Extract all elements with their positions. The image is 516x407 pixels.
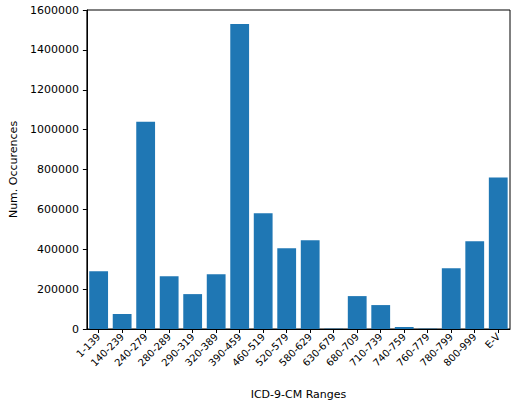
svg-text:460-519: 460-519 xyxy=(229,331,268,369)
svg-text:290-319: 290-319 xyxy=(159,331,197,369)
svg-text:800000: 800000 xyxy=(37,163,79,176)
svg-text:1600000: 1600000 xyxy=(30,4,79,17)
svg-text:1200000: 1200000 xyxy=(30,83,79,96)
svg-text:1000000: 1000000 xyxy=(30,123,79,136)
svg-text:760-779: 760-779 xyxy=(394,331,432,369)
svg-text:1400000: 1400000 xyxy=(30,43,79,56)
svg-text:320-389: 320-389 xyxy=(182,331,221,369)
svg-text:710-739: 710-739 xyxy=(347,331,385,369)
svg-text:140-239: 140-239 xyxy=(88,331,126,369)
svg-text:780-799: 780-799 xyxy=(417,331,456,369)
svg-text:0: 0 xyxy=(72,323,79,336)
svg-text:Num. Occurences: Num. Occurences xyxy=(7,121,20,218)
svg-text:630-679: 630-679 xyxy=(300,331,338,369)
svg-text:400000: 400000 xyxy=(37,243,79,256)
svg-text:1-139: 1-139 xyxy=(74,331,103,360)
svg-text:580-629: 580-629 xyxy=(276,331,315,369)
svg-text:240-279: 240-279 xyxy=(112,331,150,369)
svg-text:200000: 200000 xyxy=(37,283,79,296)
svg-text:ICD-9-CM Ranges: ICD-9-CM Ranges xyxy=(251,388,347,401)
svg-text:280-289: 280-289 xyxy=(135,331,174,369)
svg-text:740-759: 740-759 xyxy=(370,331,409,369)
svg-text:390-459: 390-459 xyxy=(206,331,244,369)
svg-text:800-999: 800-999 xyxy=(441,331,478,368)
svg-text:680-709: 680-709 xyxy=(323,331,362,369)
svg-text:600000: 600000 xyxy=(37,203,79,216)
svg-text:E-V: E-V xyxy=(483,331,502,350)
svg-text:520-579: 520-579 xyxy=(253,331,291,369)
